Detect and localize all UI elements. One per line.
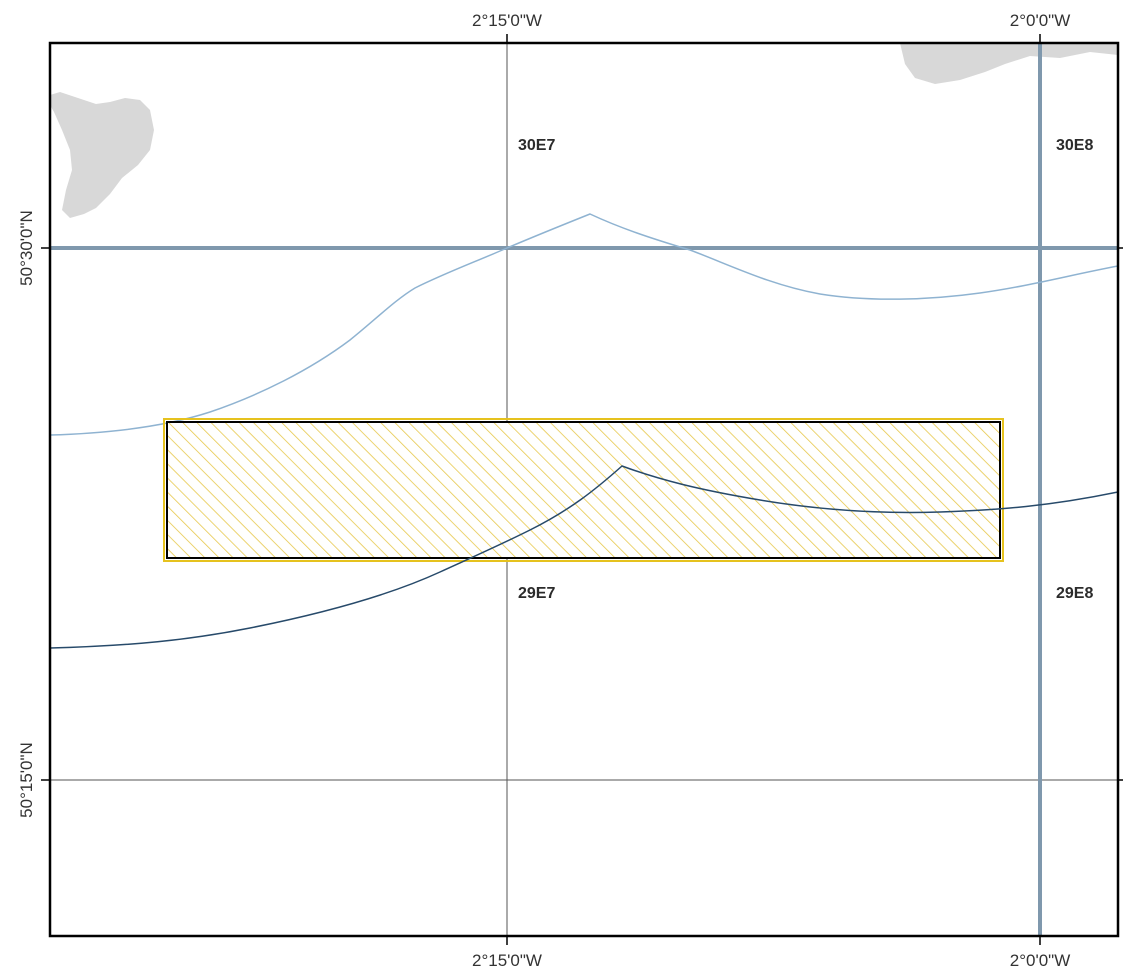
lon-label-bottom-2-00: 2°0'0"W bbox=[1010, 951, 1071, 970]
lon-label-top-2-15: 2°15'0"W bbox=[472, 11, 542, 30]
lon-label-bottom-2-15: 2°15'0"W bbox=[472, 951, 542, 970]
rectangle-label-30e8: 30E8 bbox=[1056, 137, 1093, 154]
rectangle-label-29e8: 29E8 bbox=[1056, 585, 1093, 602]
rectangle-label-30e7: 30E7 bbox=[518, 137, 555, 154]
highlighted-area bbox=[167, 422, 1000, 558]
lon-label-top-2-00: 2°0'0"W bbox=[1010, 11, 1071, 30]
rectangle-label-29e7: 29E7 bbox=[518, 585, 555, 602]
lat-label-50-15: 50°15'0"N bbox=[17, 742, 36, 818]
lat-label-50-30: 50°30'0"N bbox=[17, 210, 36, 286]
